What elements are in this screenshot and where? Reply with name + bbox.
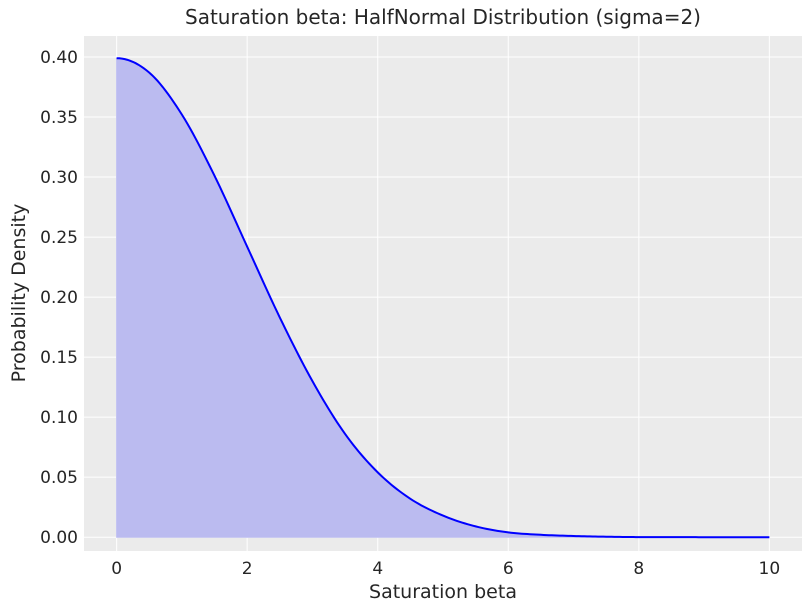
y-tick-label: 0.00 — [40, 528, 78, 548]
y-tick-label: 0.30 — [40, 168, 78, 188]
y-tick-label: 0.35 — [40, 108, 78, 128]
x-tick-label: 0 — [111, 559, 122, 579]
x-tick-label: 8 — [633, 559, 644, 579]
y-tick-label: 0.10 — [40, 408, 78, 428]
x-axis-label: Saturation beta — [369, 581, 517, 603]
y-tick-label: 0.15 — [40, 348, 78, 368]
y-tick-label: 0.25 — [40, 228, 78, 248]
x-tick-label: 2 — [242, 559, 253, 579]
y-tick-label: 0.05 — [40, 468, 78, 488]
line-layer — [116, 57, 770, 539]
x-tick-label: 6 — [503, 559, 514, 579]
y-axis-label: Probability Density — [8, 204, 30, 383]
y-tick-label: 0.40 — [40, 48, 78, 68]
x-tick-label: 4 — [372, 559, 383, 579]
density-line — [116, 57, 770, 539]
x-tick-labels: 0 2 4 6 8 10 — [111, 559, 780, 579]
y-tick-label: 0.20 — [40, 288, 78, 308]
x-tick-label: 10 — [759, 559, 781, 579]
chart-title: Saturation beta: HalfNormal Distribution… — [185, 5, 701, 29]
y-tick-labels: 0.00 0.05 0.10 0.15 0.20 0.25 0.30 0.35 0.40 — [40, 48, 78, 548]
